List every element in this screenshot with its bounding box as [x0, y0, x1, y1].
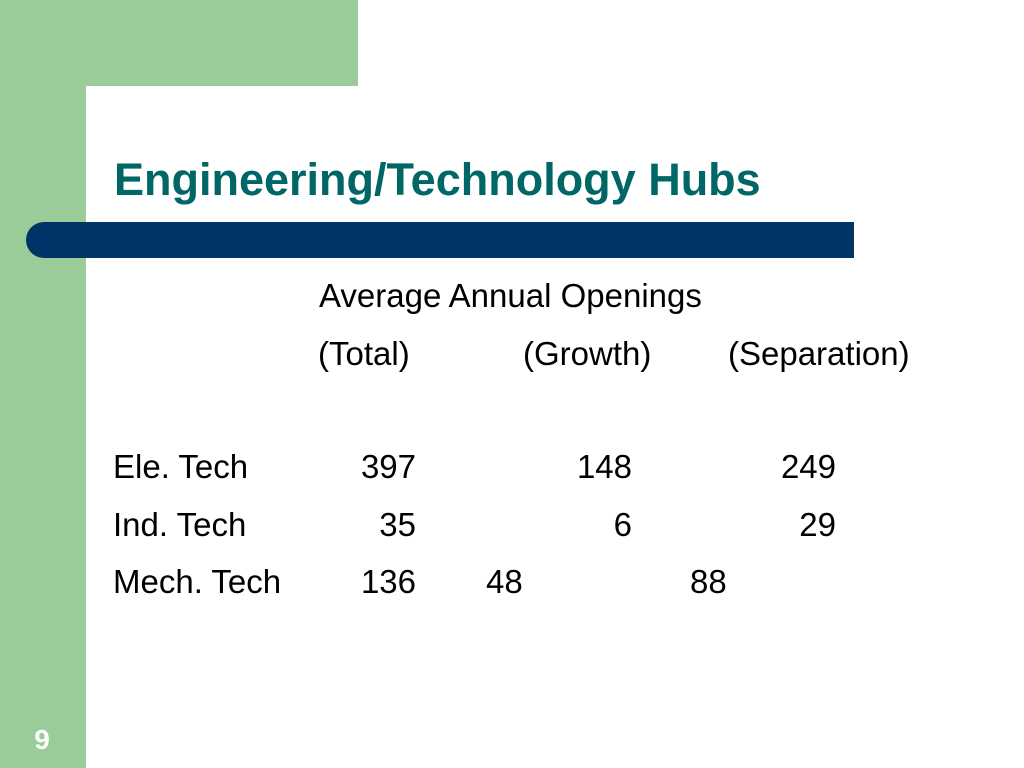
row-label-mech-tech: Mech. Tech — [113, 563, 282, 600]
slide-title: Engineering/Technology Hubs — [114, 154, 761, 205]
row-label-ind-tech: Ind. Tech — [113, 506, 247, 543]
header-total: (Total) — [318, 335, 410, 372]
title-underline-bar — [26, 222, 854, 258]
cell-growth: 148 — [576, 448, 632, 485]
cell-growth: 48 — [486, 563, 523, 600]
rounded-corner — [86, 86, 146, 146]
cell-separation: 88 — [690, 563, 727, 600]
cell-separation: 29 — [799, 506, 836, 543]
header-separation: (Separation) — [728, 335, 910, 372]
green-top-band — [0, 0, 358, 86]
green-sidebar — [0, 0, 86, 768]
cell-growth: 6 — [613, 506, 632, 543]
header-growth: (Growth) — [523, 335, 652, 372]
row-label-ele-tech: Ele. Tech — [113, 448, 249, 485]
cell-total: 35 — [379, 506, 416, 543]
cell-total: 397 — [360, 448, 416, 485]
cell-separation: 249 — [780, 448, 836, 485]
page-number: 9 — [34, 724, 50, 755]
cell-total: 136 — [360, 563, 416, 600]
table-caption: Average Annual Openings — [319, 277, 702, 314]
